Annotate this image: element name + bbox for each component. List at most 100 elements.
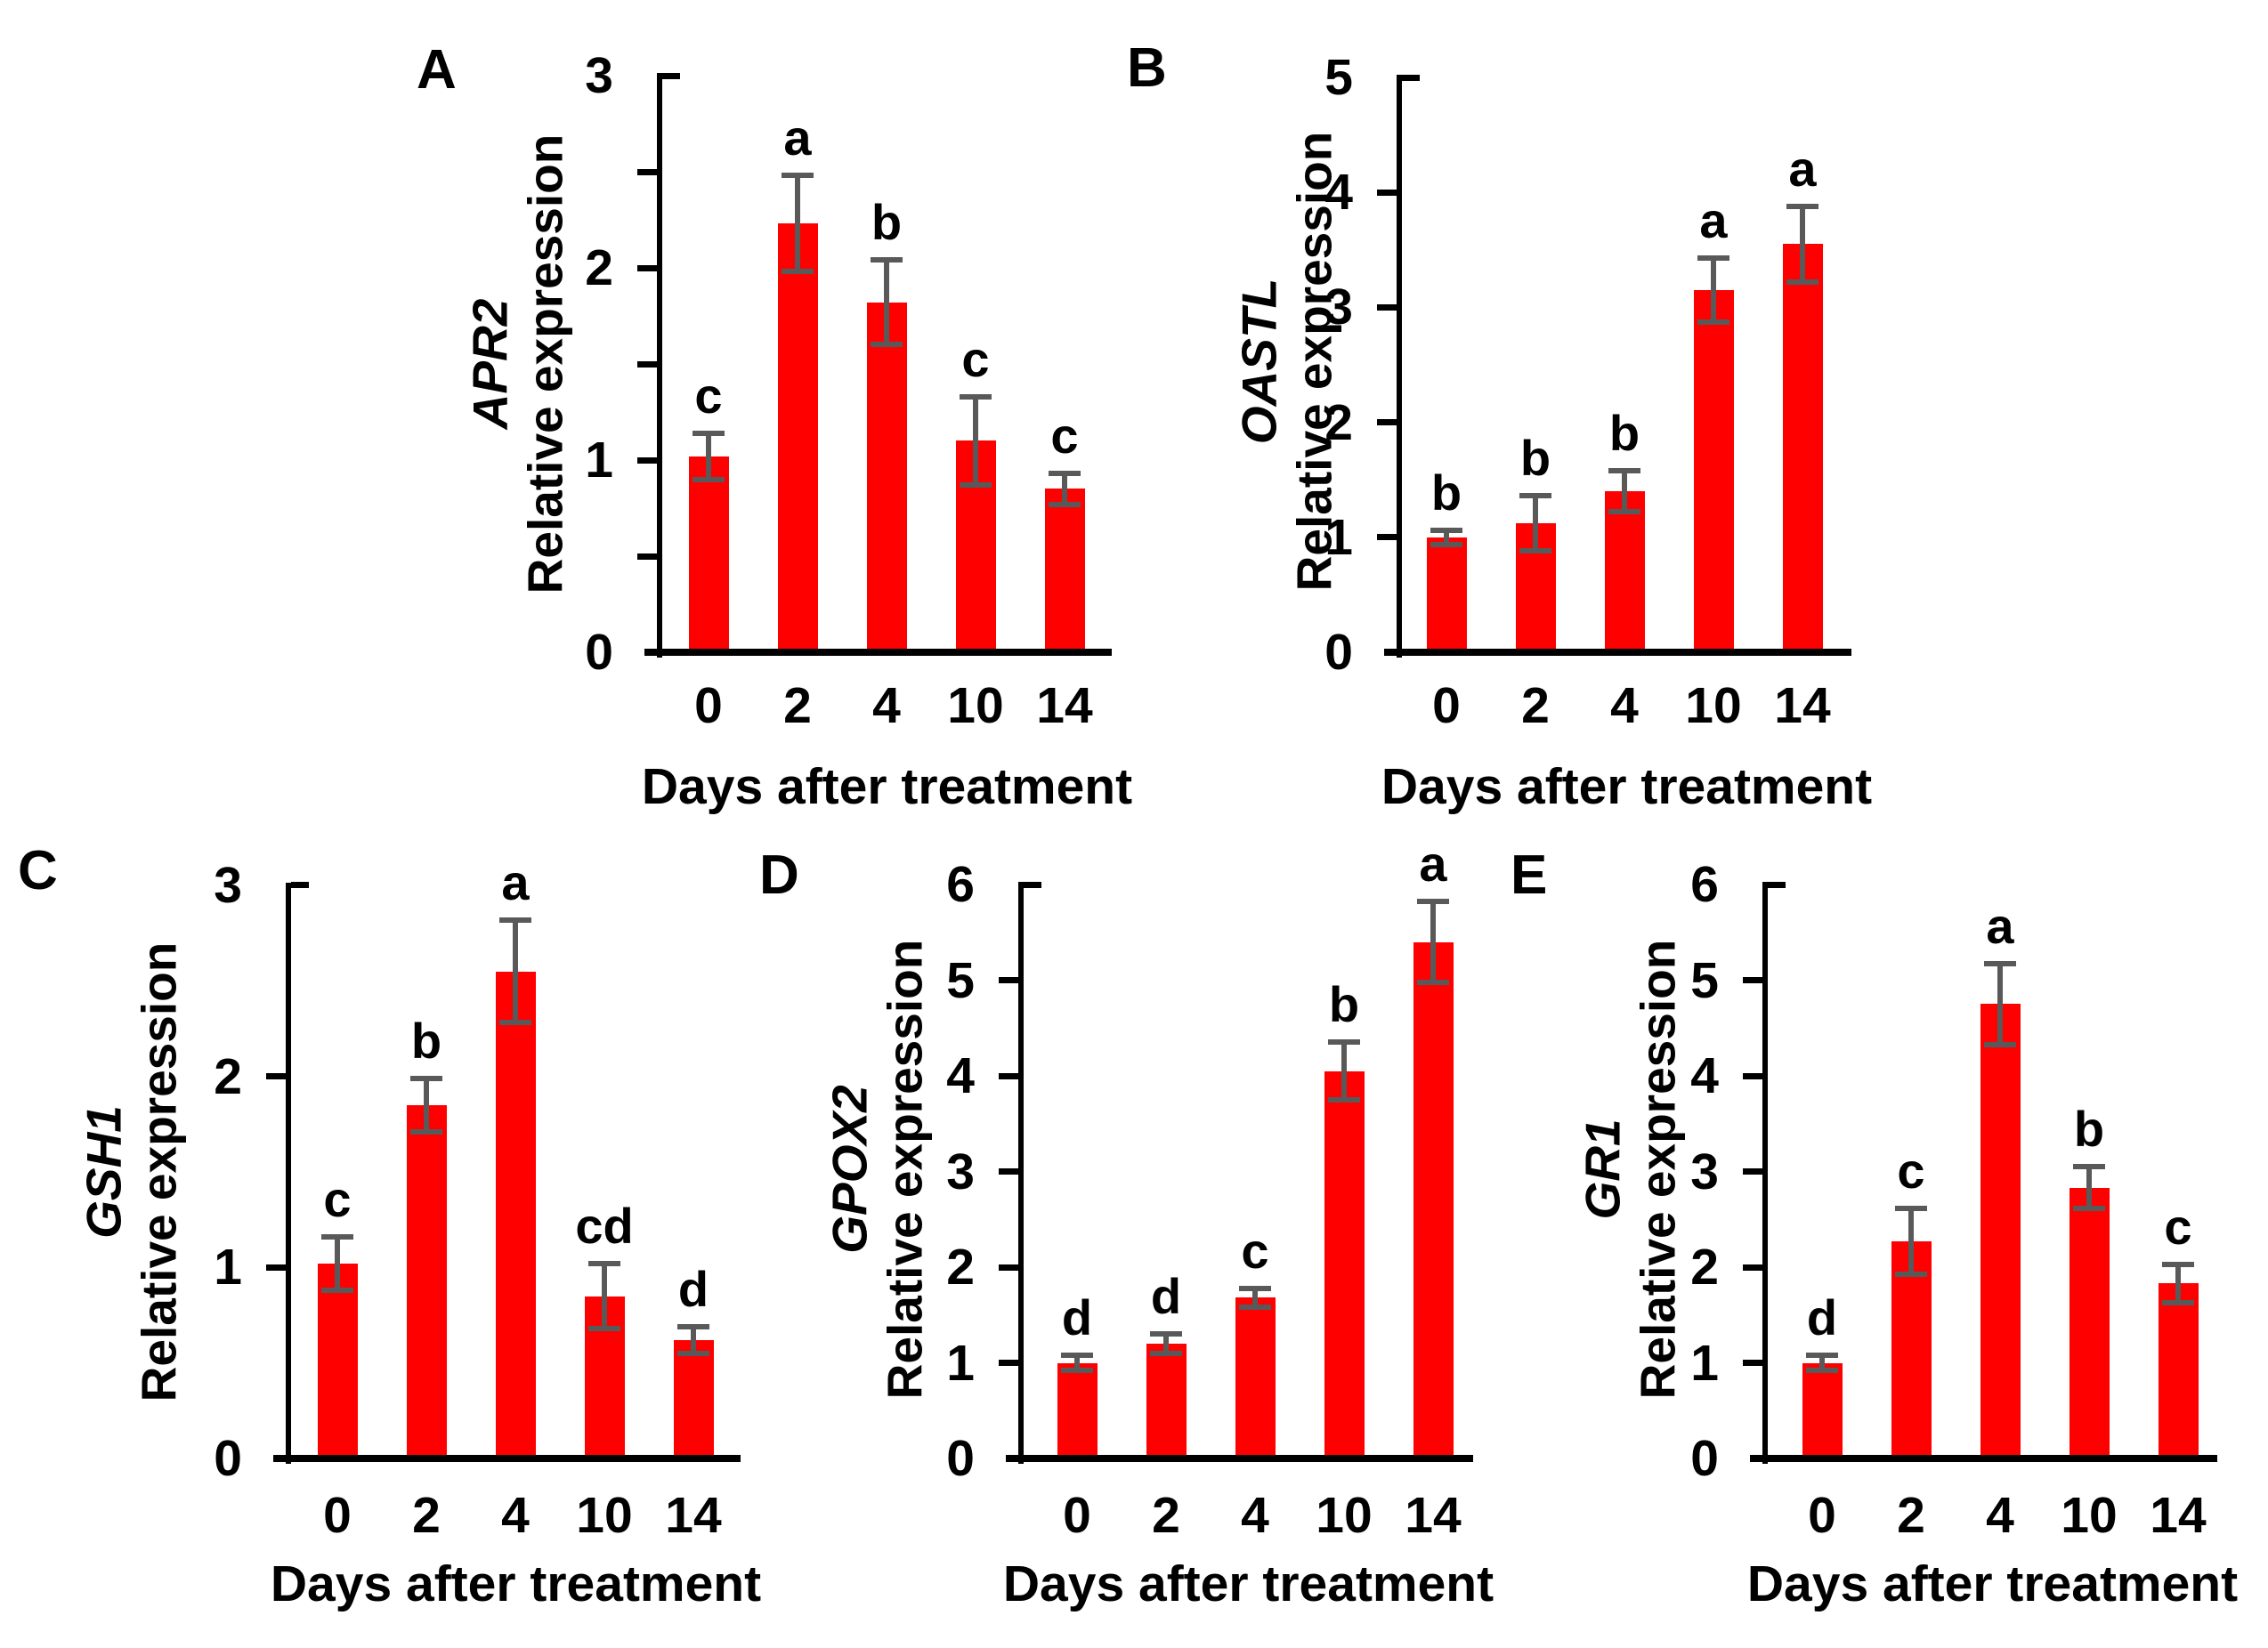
x-axis-title: Days after treatment (641, 758, 1133, 815)
y-axis-line (286, 882, 291, 1464)
bar (495, 971, 536, 1458)
significance-letter: b (1608, 404, 1640, 461)
x-axis-title: Days after treatment (270, 1555, 762, 1612)
significance-letter: d (1150, 1268, 1182, 1325)
y-tick (1377, 189, 1397, 196)
y-tick-label: 5 (1324, 49, 1353, 106)
y-tick (1743, 1168, 1762, 1175)
error-bar (1622, 470, 1627, 513)
error-bar-cap-bottom (410, 1128, 442, 1135)
error-bar (691, 1326, 696, 1353)
error-bar (1908, 1208, 1914, 1274)
error-bar-cap-top (1430, 528, 1462, 534)
error-bar-cap-bottom (1061, 1368, 1093, 1374)
significance-letter: c (694, 367, 723, 424)
significance-letter: b (1519, 430, 1551, 487)
y-tick-label: 1 (1324, 508, 1353, 566)
bar (1891, 1240, 1932, 1458)
y-axis-title: GR1 Relative expression (1575, 940, 1685, 1400)
error-bar-cap-bottom (1328, 1096, 1360, 1103)
error-bar-cap-top (1150, 1331, 1182, 1337)
y-tick-label: 1 (585, 432, 613, 489)
y-tick (637, 264, 657, 271)
bar (1235, 1297, 1276, 1458)
error-bar-cap-bottom (1150, 1350, 1182, 1356)
y-tick (999, 1168, 1018, 1175)
error-bar-cap-top (1061, 1352, 1093, 1358)
panel-letter: A (417, 39, 457, 101)
y-tick (999, 977, 1018, 983)
significance-letter: cd (575, 1198, 634, 1254)
bar (1980, 1004, 2021, 1458)
x-axis-title: Days after treatment (1002, 1555, 1494, 1612)
error-bar-cap-top (1608, 467, 1640, 473)
y-axis-line (657, 73, 662, 658)
y-axis-line (1397, 75, 1402, 658)
significance-letter: b (410, 1012, 442, 1069)
gene-name: APR2 (462, 298, 518, 430)
y-tick (1377, 303, 1397, 311)
bar (2158, 1283, 2199, 1458)
error-bar (1819, 1354, 1825, 1371)
gene-name: OASTL (1231, 278, 1287, 445)
significance-letter: c (1897, 1143, 1925, 1200)
bar (1782, 244, 1823, 652)
error-bar-cap-bottom (1519, 548, 1551, 554)
significance-letter: b (1430, 465, 1462, 521)
y-axis-label: Relative expression (131, 941, 186, 1402)
y-axis-line (1018, 882, 1024, 1464)
significance-letter: a (501, 853, 530, 910)
significance-letter: a (1699, 191, 1728, 248)
significance-letter: a (1788, 140, 1817, 197)
y-tick (1743, 1264, 1762, 1271)
error-bar-cap-bottom (2162, 1299, 2194, 1305)
error-bar-cap-top (1786, 203, 1818, 209)
error-bar (1997, 964, 2003, 1045)
error-bar (1800, 206, 1805, 282)
error-bar-cap-bottom (1806, 1368, 1838, 1374)
y-axis-title: GSH1 Relative expression (76, 941, 186, 1402)
y-tick-label: 0 (946, 1430, 975, 1487)
x-tick-label: 10 (1685, 677, 1742, 734)
y-tick-label: 0 (585, 624, 613, 681)
x-tick-label: 10 (1316, 1487, 1373, 1544)
significance-letter: c (961, 330, 990, 387)
y-tick-label: 2 (946, 1239, 975, 1296)
error-bar-cap-top (2073, 1164, 2105, 1170)
y-tick (1743, 1072, 1762, 1079)
error-bar (2086, 1167, 2092, 1209)
bar (1604, 491, 1645, 652)
y-tick-label: 0 (214, 1430, 242, 1487)
bar (955, 440, 996, 652)
y-tick-label: 6 (1690, 856, 1719, 913)
bar (866, 302, 907, 652)
error-bar-cap-bottom (677, 1350, 709, 1356)
error-bar (1074, 1354, 1080, 1371)
y-tick-label: 1 (1690, 1334, 1719, 1392)
error-bar-cap-bottom (499, 1020, 531, 1026)
error-bar-cap-top (1697, 254, 1729, 261)
x-tick-label: 0 (323, 1487, 352, 1544)
x-tick-label: 10 (947, 677, 1004, 734)
error-bar (335, 1236, 340, 1291)
error-bar (1252, 1288, 1258, 1308)
y-tick-label: 3 (946, 1143, 975, 1200)
y-tick (637, 168, 657, 175)
y-tick-label: 2 (214, 1047, 242, 1105)
bar (1044, 489, 1085, 652)
x-tick-label: 2 (783, 677, 812, 734)
x-tick-label: 14 (665, 1487, 722, 1544)
gene-name: GSH1 (76, 1105, 132, 1239)
y-tick (266, 1073, 286, 1080)
y-tick-label: 4 (1324, 164, 1353, 222)
bar (584, 1296, 625, 1458)
y-tick (1377, 419, 1397, 426)
x-axis-line (644, 649, 1112, 656)
y-tick-label: 2 (1690, 1239, 1719, 1296)
error-bar (424, 1078, 429, 1132)
error-bar-cap-top (782, 173, 814, 179)
error-bar (1444, 530, 1449, 545)
error-bar-cap-top (960, 393, 992, 400)
